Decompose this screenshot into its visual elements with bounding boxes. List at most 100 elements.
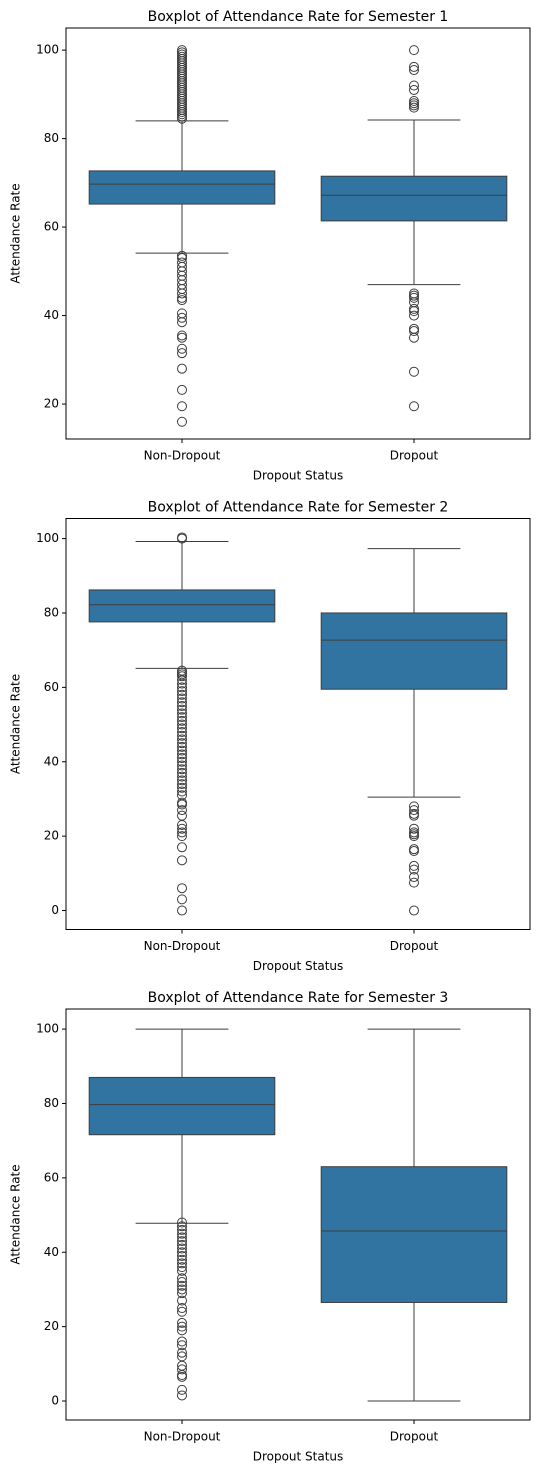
box (88, 589, 276, 623)
y-tick-label: 80 (44, 605, 59, 619)
outlier (177, 782, 187, 793)
outlier (177, 330, 187, 341)
outlier (177, 704, 187, 715)
box (320, 612, 508, 690)
x-tick-label: Dropout (390, 1430, 439, 1444)
outlier (177, 764, 187, 775)
outlier (177, 786, 187, 797)
outlier (177, 1217, 187, 1228)
outlier (177, 738, 187, 749)
chart-title: Boxplot of Attendance Rate for Semester … (148, 990, 449, 1006)
outlier (177, 1295, 187, 1306)
outlier (177, 317, 187, 328)
outlier (177, 1364, 187, 1375)
outlier (177, 855, 187, 866)
outlier (409, 100, 419, 111)
outlier (409, 860, 419, 871)
y-axis-label: Attendance Rate (9, 1164, 23, 1264)
outlier (177, 288, 187, 299)
box (88, 170, 276, 205)
outlier (177, 1224, 187, 1235)
outlier (177, 348, 187, 359)
outlier (409, 102, 419, 113)
outlier (177, 1284, 187, 1295)
outlier (177, 674, 187, 685)
outlier (177, 1221, 187, 1232)
outlier (177, 819, 187, 830)
outlier (177, 295, 187, 306)
outlier (177, 689, 187, 700)
outlier (177, 1321, 187, 1332)
outlier (409, 323, 419, 334)
outlier (177, 745, 187, 756)
y-tick-label: 100 (36, 1022, 59, 1036)
outlier (177, 1371, 187, 1382)
outlier (177, 719, 187, 730)
outlier (177, 51, 187, 62)
outlier (409, 326, 419, 337)
outlier (177, 1254, 187, 1265)
outlier (409, 45, 419, 56)
outlier (177, 1236, 187, 1247)
outlier (177, 700, 187, 711)
outlier (409, 401, 419, 412)
outlier (177, 693, 187, 704)
outlier (177, 1247, 187, 1258)
outlier (177, 715, 187, 726)
outlier (177, 1262, 187, 1273)
outlier (409, 61, 419, 72)
outlier (409, 829, 419, 840)
y-tick-label: 40 (44, 1245, 59, 1259)
outlier (177, 1288, 187, 1299)
outlier (409, 95, 419, 106)
outlier (409, 872, 419, 883)
y-tick-label: 60 (44, 1170, 59, 1184)
x-axis-label: Dropout Status (253, 469, 344, 483)
box (88, 1076, 276, 1136)
outlier (177, 883, 187, 894)
outlier (177, 775, 187, 786)
chart-title: Boxplot of Attendance Rate for Semester … (148, 500, 449, 516)
x-tick-label: Dropout (390, 449, 439, 463)
outlier (177, 49, 187, 60)
outlier (177, 810, 187, 821)
outlier (409, 80, 419, 91)
outlier (177, 1273, 187, 1284)
outlier (177, 734, 187, 745)
outlier (409, 84, 419, 95)
outlier (177, 708, 187, 719)
outlier (177, 1265, 187, 1276)
outlier (177, 45, 187, 56)
outlier (409, 292, 419, 303)
outlier (177, 292, 187, 303)
chart: Boxplot of Attendance Rate for Semester … (9, 990, 531, 1464)
x-tick-label: Non-Dropout (144, 449, 221, 463)
outlier (177, 756, 187, 767)
outlier (177, 1347, 187, 1358)
outlier (177, 1280, 187, 1291)
outlier (177, 678, 187, 689)
outlier (177, 894, 187, 905)
outlier (409, 810, 419, 821)
y-tick-label: 40 (44, 308, 59, 322)
outlier (409, 823, 419, 834)
x-axis-label: Dropout Status (253, 959, 344, 973)
outlier (177, 741, 187, 752)
outlier (177, 1277, 187, 1288)
outlier (177, 671, 187, 682)
outlier (177, 250, 187, 261)
outlier (177, 332, 187, 343)
outlier (177, 1340, 187, 1351)
outlier (177, 905, 187, 916)
box (320, 1166, 508, 1303)
outlier (177, 1250, 187, 1261)
outlier (409, 844, 419, 855)
outlier (177, 779, 187, 790)
outlier (177, 416, 187, 427)
y-tick-label: 0 (51, 903, 59, 917)
outlier (409, 98, 419, 109)
outlier (409, 306, 419, 317)
outlier (177, 401, 187, 412)
outlier (409, 877, 419, 888)
